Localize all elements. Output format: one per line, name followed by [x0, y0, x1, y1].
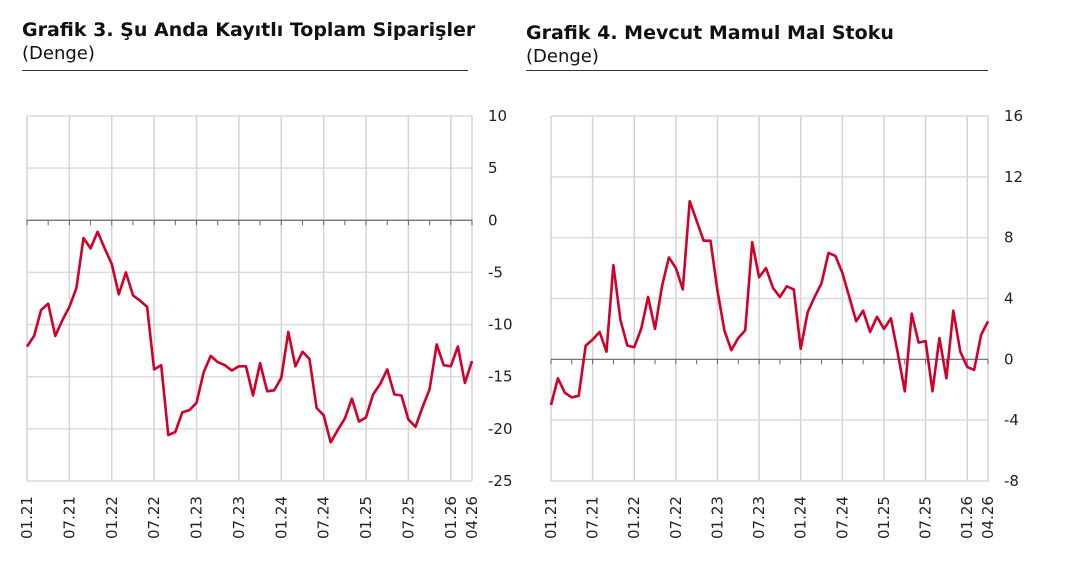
chart4-xtick-label: 07.22	[667, 496, 685, 539]
chart3-xtick-label: 07.22	[145, 496, 163, 539]
chart4-ytick-label: 16	[1004, 107, 1023, 125]
chart4-subtitle: (Denge)	[526, 46, 599, 67]
chart4-xtick-label: 01.24	[792, 496, 810, 539]
chart3-ytick-label: 5	[488, 159, 498, 177]
chart3-xtick-label: 01.26	[442, 496, 460, 539]
chart4-xtick-label: 01.25	[875, 496, 893, 539]
chart3-title-rule	[22, 70, 468, 71]
chart3-ytick-label: -10	[488, 316, 513, 334]
chart3-xtick-label: 01.21	[18, 496, 36, 539]
chart3-ytick-label: 0	[488, 211, 498, 229]
chart4-ytick-label: -8	[1004, 472, 1019, 490]
chart3-ytick-label: -5	[488, 263, 503, 281]
chart4-plot: 16 12 8 4 0 -4 -8 01.21 07.21 01.22 07.22 01.23 07.2…	[542, 107, 1023, 539]
chart3-subtitle: (Denge)	[22, 43, 95, 64]
chart3-ytick-label: 10	[488, 107, 507, 125]
chart4-xtick-label: 01.26	[958, 496, 976, 539]
chart4-xtick-label: 07.21	[584, 496, 602, 539]
chart4-xtick-label: 01.23	[708, 496, 726, 539]
chart4-ytick-label: 8	[1004, 229, 1014, 247]
chart3-xtick-label: 01.25	[357, 496, 375, 539]
chart4-title: Grafik 4. Mevcut Mamul Mal Stoku	[526, 22, 894, 44]
chart4-xtick-label: 01.22	[625, 496, 643, 539]
chart4-xtick-label: 07.24	[833, 496, 851, 539]
chart4-xtick-label: 07.25	[917, 496, 935, 539]
chart3-ytick-label: -25	[488, 472, 513, 490]
chart4-xtick-label: 04.26	[979, 496, 997, 539]
chart3-xtick-label: 07.23	[230, 496, 248, 539]
chart4-ytick-label: -4	[1004, 411, 1019, 429]
chart3-xtick-label: 01.24	[272, 496, 290, 539]
chart3-xtick-label: 04.26	[463, 496, 481, 539]
chart3-ytick-label: -15	[488, 368, 513, 386]
chart3-series-line	[25, 230, 474, 444]
chart4-series-line	[549, 199, 990, 406]
chart4-xtick-label: 07.23	[750, 496, 768, 539]
chart3-xtick-label: 01.23	[188, 496, 206, 539]
chart3-title: Grafik 3. Şu Anda Kayıtlı Toplam Sipariş…	[22, 19, 476, 41]
chart4-ytick-label: 0	[1004, 350, 1014, 368]
chart3-ytick-label: -20	[488, 420, 513, 438]
chart4-xtick-label: 01.21	[542, 496, 560, 539]
chart3-xtick-label: 07.24	[315, 496, 333, 539]
chart3-xtick-label: 07.21	[60, 496, 78, 539]
chart4-ytick-label: 4	[1004, 290, 1014, 308]
chart3-xtick-label: 01.22	[103, 496, 121, 539]
chart4-title-rule	[526, 70, 988, 71]
chart4-ytick-label: 12	[1004, 168, 1023, 186]
chart3-xtick-label: 07.25	[399, 496, 417, 539]
chart3-plot: 10 5 0 -5 -10 -15 -20 -25 01.21 07.21 01.22 07.22 01…	[18, 107, 513, 539]
